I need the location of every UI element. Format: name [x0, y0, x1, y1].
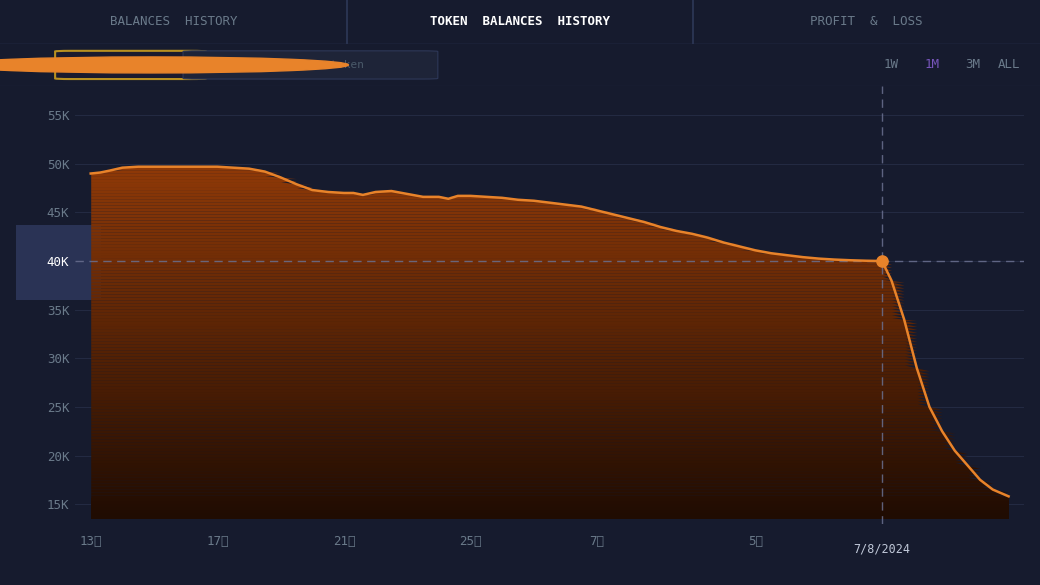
Text: PROFIT  &  LOSS: PROFIT & LOSS: [810, 15, 922, 29]
FancyBboxPatch shape: [183, 51, 438, 79]
Text: COIN: COIN: [84, 60, 109, 70]
Text: ALL: ALL: [997, 58, 1020, 71]
Text: 1W: 1W: [884, 58, 899, 71]
Text: 3M: 3M: [965, 58, 980, 71]
Point: [874, 256, 890, 266]
FancyBboxPatch shape: [55, 51, 206, 79]
Text: Choose  a  token: Choose a token: [257, 60, 364, 70]
Text: BALANCES  HISTORY: BALANCES HISTORY: [109, 15, 237, 29]
Circle shape: [0, 57, 348, 73]
Text: BTC: BTC: [167, 60, 186, 70]
Text: 1M: 1M: [925, 58, 939, 71]
Text: TOKEN  BALANCES  HISTORY: TOKEN BALANCES HISTORY: [430, 15, 610, 29]
Text: 7/8/2024: 7/8/2024: [853, 542, 910, 555]
